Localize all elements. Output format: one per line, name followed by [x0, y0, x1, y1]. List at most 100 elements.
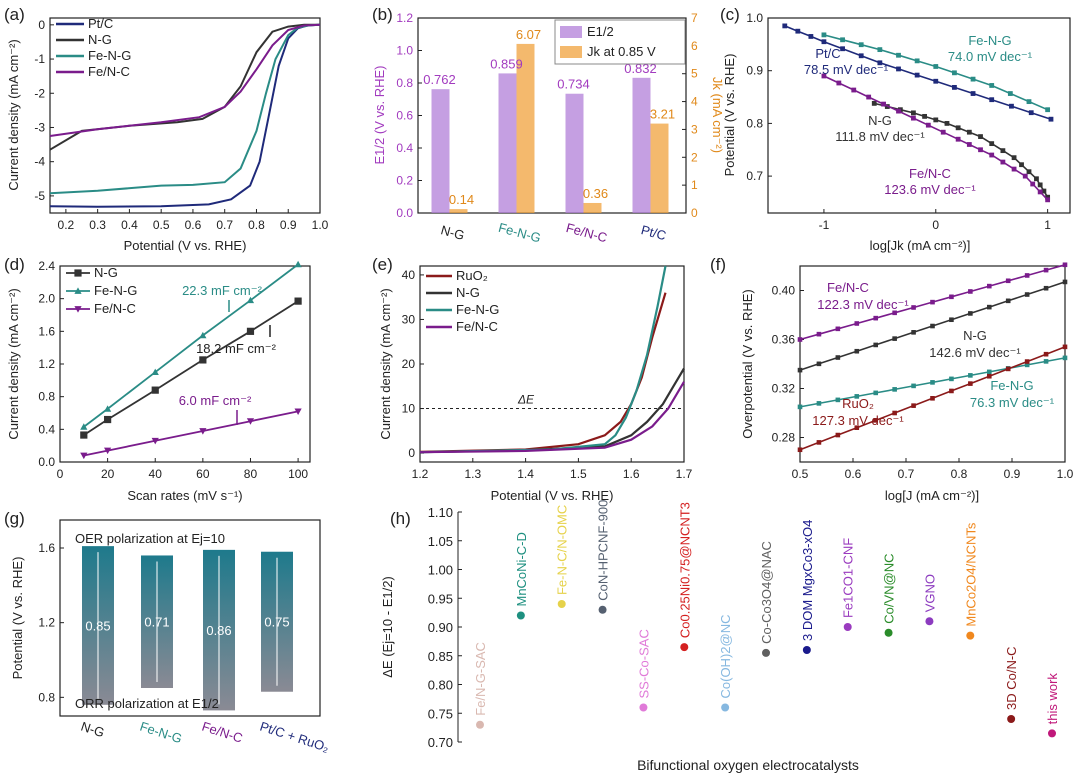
chart-f-xtick-label: 0.7 [898, 467, 915, 481]
chart-f-marker-Fe/N-C [816, 331, 822, 337]
chart-d-marker-Fe-N-G [80, 423, 88, 430]
chart-f-marker-N-G [1005, 298, 1011, 304]
panel-label-c: (c) [720, 5, 740, 24]
chart-g-category-label: Fe-N-G [138, 719, 184, 747]
chart-a-xtick-label: 0.2 [58, 218, 75, 232]
chart-h-point-label: Co(OH)2@NC [718, 615, 733, 699]
chart-d-xtick-label: 100 [288, 467, 308, 481]
chart-e-legend-label: Fe-N-G [456, 302, 499, 317]
chart-f-marker-N-G [1043, 285, 1049, 291]
chart-f-annotation: 142.6 mV dec⁻¹ [929, 345, 1021, 360]
chart-e-ytick-label: 10 [402, 402, 416, 416]
chart-h-point [557, 600, 566, 608]
chart-h-point-label: 3D Co/N-C [1004, 646, 1019, 710]
chart-a-ytick-label: -5 [34, 189, 45, 203]
chart-c-annotation: Pt/C [815, 46, 840, 61]
chart-h-point-label: this work [1045, 673, 1060, 725]
chart-d-legend-label: Fe/N-C [94, 301, 136, 316]
chart-h-point-label: VGNO [922, 574, 937, 612]
panel-label-b: (b) [372, 5, 393, 24]
chart-g-top-label: OER polarization at Ej=10 [75, 531, 225, 546]
chart-f-marker-RuO2 [1043, 351, 1049, 357]
chart-c-marker-Fe/N-C [1030, 181, 1036, 187]
chart-b-legend-label: E1/2 [587, 24, 614, 39]
chart-c-marker-N-G [978, 134, 983, 139]
chart-b-label-e12: 0.832 [624, 61, 657, 76]
chart-f-marker-Fe-N-G [1024, 362, 1030, 368]
chart-c-marker-Fe-N-G [1026, 99, 1032, 105]
chart-f-xtick-label: 0.8 [951, 467, 968, 481]
chart-h-point-label: Co/VN@NC [882, 553, 897, 623]
chart-d-ytick-label: 0.0 [38, 455, 55, 469]
chart-d-marker-Fe/N-C [199, 428, 207, 435]
chart-a-legend-label: N-G [88, 32, 112, 47]
chart-c-marker-Pt/C [782, 23, 788, 29]
chart-h-point [925, 617, 934, 626]
chart-f-annotation: N-G [963, 328, 987, 343]
chart-g-ylabel: Potential (V vs. RHE) [10, 557, 25, 680]
chart-d-ylabel: Current density (mA cm⁻²) [6, 288, 21, 439]
chart-c-marker-N-G [1034, 176, 1039, 182]
chart-b-ytick-label: 1.2 [396, 11, 413, 25]
chart-e-xlabel: Potential (V vs. RHE) [491, 488, 614, 503]
panel-label-g: (g) [4, 509, 25, 528]
chart-c-marker-Pt/C [808, 34, 814, 39]
chart-g-ytick-label: 0.8 [38, 690, 55, 704]
chart-h-ytick-label: 0.95 [428, 591, 453, 606]
chart-f-marker-RuO2 [835, 432, 841, 438]
chart-c-marker-Fe-N-G [877, 47, 883, 53]
chart-c-marker-Fe/N-C [896, 108, 901, 114]
chart-h-point-label: 3 DOM MgxCo3-xO4 [800, 520, 815, 641]
chart-b-ytick-label: 0.4 [396, 141, 413, 155]
chart-c-ytick-label: 1.0 [746, 11, 763, 25]
chart-d-marker-N-G [246, 327, 255, 335]
chart-c-marker-Fe/N-C [1011, 166, 1017, 172]
chart-c-marker-Fe-N-G [1045, 107, 1051, 113]
chart-c-xlabel: log[Jk (mA cm⁻²)] [870, 238, 971, 253]
chart-a-line-Fe/N-C [49, 23, 321, 137]
chart-f-ytick-label: 0.36 [772, 333, 796, 347]
chart-c-marker-Pt/C [952, 84, 957, 90]
chart-f-marker-RuO2 [968, 381, 973, 386]
chart-h-ytick-label: 0.80 [428, 678, 453, 693]
chart-d-line-N-G [83, 300, 299, 436]
chart-b-bar-jk [650, 123, 669, 213]
chart-c-marker-Fe/N-C [1037, 189, 1043, 195]
chart-c-marker-Fe-N-G [914, 58, 920, 64]
chart-c-marker-Pt/C [877, 60, 883, 66]
chart-a-xtick-label: 0.6 [185, 218, 202, 232]
chart-c-marker-N-G [944, 121, 950, 126]
chart-f-marker-Fe-N-G [892, 387, 897, 392]
chart-b-category-label: Fe/N-C [564, 220, 608, 245]
chart-h-point [884, 628, 893, 637]
chart-f-xtick-label: 0.5 [792, 467, 809, 481]
chart-f-marker-Fe-N-G [949, 376, 954, 382]
chart-c-marker-Fe-N-G [840, 37, 845, 43]
chart-g-bottom-label: ORR polarization at E1/2 [75, 696, 219, 711]
chart-b-ytick-label: 0.0 [396, 206, 413, 220]
chart-a-ylabel: Current density (mA cm⁻²) [6, 39, 21, 190]
chart-d-marker-Fe/N-C [80, 452, 88, 460]
chart-b-label-jk: 0.14 [449, 192, 474, 207]
chart-f-marker-N-G [911, 330, 916, 335]
chart-f-annotation: Fe/N-C [827, 280, 869, 295]
chart-c-annotation: N-G [868, 113, 892, 128]
chart-e-ytick-label: 20 [402, 357, 416, 371]
chart-f-marker-N-G [968, 311, 973, 316]
chart-f-marker-RuO2 [1062, 344, 1068, 350]
chart-a-ytick-label: -2 [34, 86, 45, 100]
chart-c-marker-N-G [1011, 155, 1017, 161]
chart-h-point-label: Co-Co3O4@NAC [759, 541, 774, 644]
chart-c-annotation: 111.8 mV dec⁻¹ [835, 129, 925, 144]
chart-h-point-label: Fe-N-C/N-OMC [555, 505, 570, 595]
chart-h-point-label: Fe1CO1-CNF [841, 538, 856, 618]
chart-b-bar-jk [449, 209, 468, 213]
chart-f-xlabel: log[J (mA cm⁻²)] [885, 488, 979, 503]
chart-c-marker-Pt/C [896, 66, 901, 72]
chart-d-marker-Fe/N-C [246, 418, 255, 425]
chart-c-frame [767, 17, 1071, 214]
chart-c-marker-Fe/N-C [836, 80, 842, 86]
chart-f-marker-RuO2 [986, 373, 992, 379]
chart-a-legend-label: Fe/N-C [88, 64, 130, 79]
chart-h-point-label: Fe/N-G-SAC [473, 642, 488, 716]
